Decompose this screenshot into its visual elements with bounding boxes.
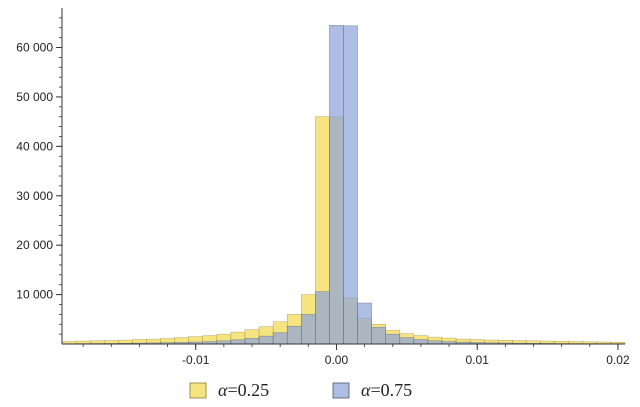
x-tick-label: -0.01 — [182, 353, 210, 367]
bar-series-2-bin-16 — [286, 325, 302, 345]
y-tick-label: 50 000 — [16, 90, 53, 104]
x-tick-label: 0.01 — [466, 353, 490, 367]
legend-item-1: α=0.25 — [189, 380, 269, 400]
bar-series-2-bin-13 — [244, 338, 260, 345]
axes-layer: -0.01 0.00 0.01 0.02 10 000 20 000 30 000 40 00… — [16, 8, 630, 367]
x-tick-label: 0.00 — [325, 353, 349, 367]
bar-series-2-bin-17 — [301, 314, 316, 345]
x-tick-label: 0.02 — [606, 353, 630, 367]
y-tick-label: 20 000 — [16, 238, 53, 252]
legend: α=0.25 α=0.75 — [189, 380, 412, 400]
bar-series-2-bin-12 — [230, 339, 246, 345]
bar-series-2-bin-23 — [385, 333, 401, 345]
y-tick-label: 40 000 — [16, 139, 53, 153]
legend-item-2: α=0.75 — [332, 380, 412, 400]
bar-series-2-bin-22 — [371, 326, 386, 345]
bar-series-2-bin-25 — [413, 339, 429, 345]
bar-series-2-bin-18 — [315, 291, 330, 345]
legend-label: α=0.75 — [361, 380, 412, 400]
bars-layer — [61, 25, 626, 345]
legend-label: α=0.25 — [218, 380, 269, 400]
series-2-bars — [61, 25, 626, 345]
bar-series-2-bin-15 — [272, 332, 288, 345]
bar-series-2-bin-19 — [329, 25, 344, 345]
bar-series-2-bin-14 — [258, 335, 274, 345]
bar-series-2-bin-21 — [357, 302, 372, 345]
bar-series-2-bin-20 — [343, 25, 358, 345]
y-tick-label: 60 000 — [16, 41, 53, 55]
y-tick-label: 30 000 — [16, 189, 53, 203]
y-tick-label: 10 000 — [16, 288, 53, 302]
legend-swatch — [332, 382, 350, 399]
legend-swatch — [189, 382, 207, 399]
bar-series-2-bin-24 — [399, 337, 415, 345]
